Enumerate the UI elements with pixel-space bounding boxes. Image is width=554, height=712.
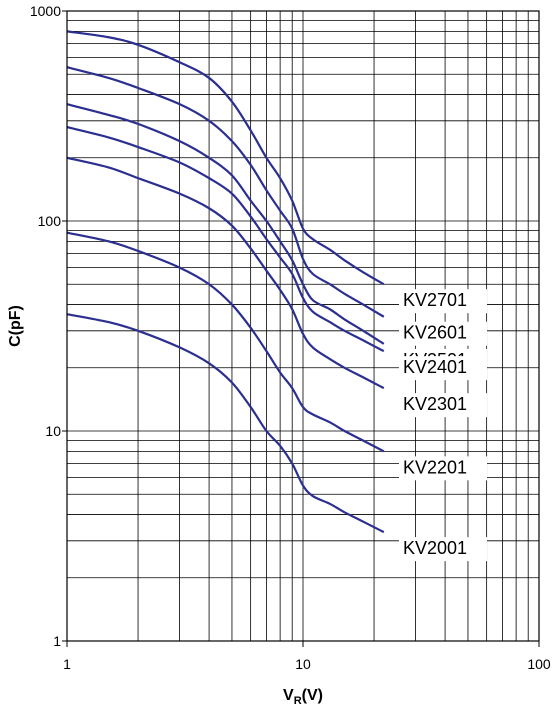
series-label-kv2701: KV2701: [403, 290, 467, 310]
series-label-kv2401: KV2401: [403, 357, 467, 377]
series-label-bg: [399, 321, 487, 346]
series-label-bg: [399, 537, 487, 562]
x-tick-label: 10: [295, 656, 311, 672]
series-line-kv2001: [66, 313, 385, 534]
series-line-kv2501: [66, 103, 385, 345]
x-axis-title-main: V: [283, 687, 294, 704]
series-label-bg: [399, 356, 487, 381]
y-tick-label: 1: [53, 633, 61, 649]
x-axis-title: VR(V): [283, 687, 323, 707]
series-label-kv2301: KV2301: [403, 394, 467, 414]
x-tick-label: 1: [63, 656, 71, 672]
y-tick-label: 10: [45, 423, 61, 439]
series-labels: KV2701KV2601KV2501KV2401KV2301KV2201KV20…: [399, 289, 487, 562]
y-tick-label: 1000: [30, 3, 61, 19]
series-label-kv2001: KV2001: [403, 538, 467, 558]
series-label-bg: [399, 456, 487, 481]
series-line-kv2701: [66, 30, 385, 286]
series-lines: [66, 30, 385, 534]
series-line-kv2301: [66, 156, 385, 390]
series-line-kv2601: [66, 66, 385, 318]
x-axis-title-sub: R: [294, 695, 302, 707]
y-tick-label: 100: [38, 213, 62, 229]
series-label-bg: [399, 393, 487, 418]
series-label-bg: [399, 289, 487, 314]
series-label-kv2601: KV2601: [403, 323, 467, 343]
x-tick-labels: 1 10 100: [63, 641, 551, 672]
series-line-kv2201: [66, 231, 385, 453]
y-tick-labels: 1 10 100 1000: [30, 3, 67, 649]
series-label-kv2201: KV2201: [403, 457, 467, 477]
x-tick-label: 100: [527, 656, 551, 672]
y-axis-title: C(pF): [7, 305, 24, 347]
series-line-kv2401: [66, 126, 385, 353]
x-axis-title-tail: (V): [302, 687, 323, 704]
